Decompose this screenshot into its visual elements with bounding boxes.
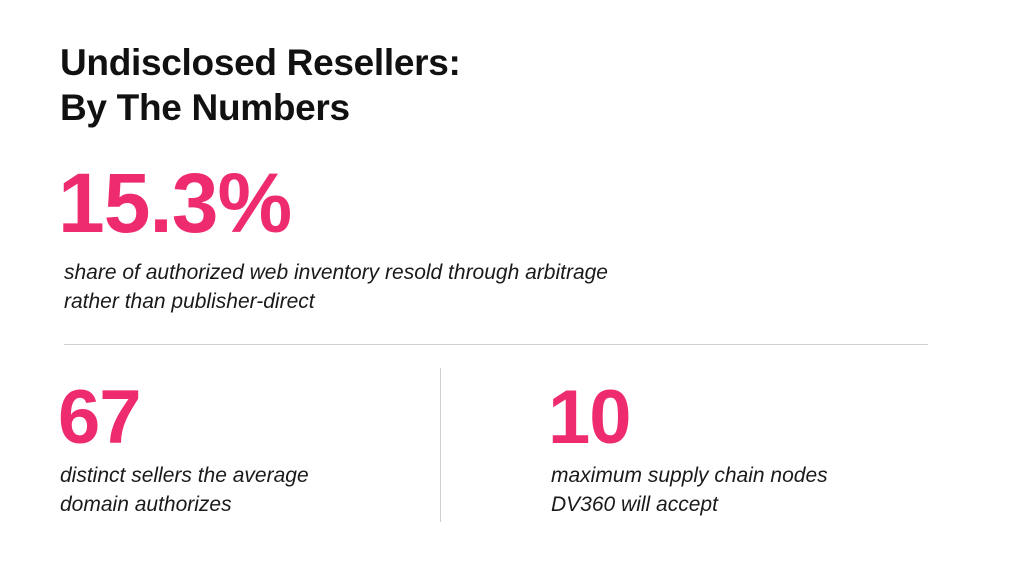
description-line: share of authorized web inventory resold… [64,261,608,284]
description-line: domain authorizes [60,493,232,516]
title-line: Undisclosed Resellers: [60,42,461,83]
divider [64,344,928,345]
slide-title: Undisclosed Resellers: By The Numbers [60,40,461,130]
description-line: rather than publisher-direct [64,290,315,313]
stat-description: maximum supply chain nodes DV360 will ac… [551,461,828,519]
divider [440,368,441,522]
description-line: DV360 will accept [551,493,718,516]
stat-value: 10 [548,375,632,460]
title-line: By The Numbers [60,87,350,128]
stat-value: 67 [58,375,142,460]
stat-description: distinct sellers the average domain auth… [60,461,309,519]
description-line: distinct sellers the average [60,464,309,487]
description-line: maximum supply chain nodes [551,464,828,487]
headline-stat-value: 15.3% [58,156,292,250]
headline-stat-description: share of authorized web inventory resold… [64,258,608,316]
